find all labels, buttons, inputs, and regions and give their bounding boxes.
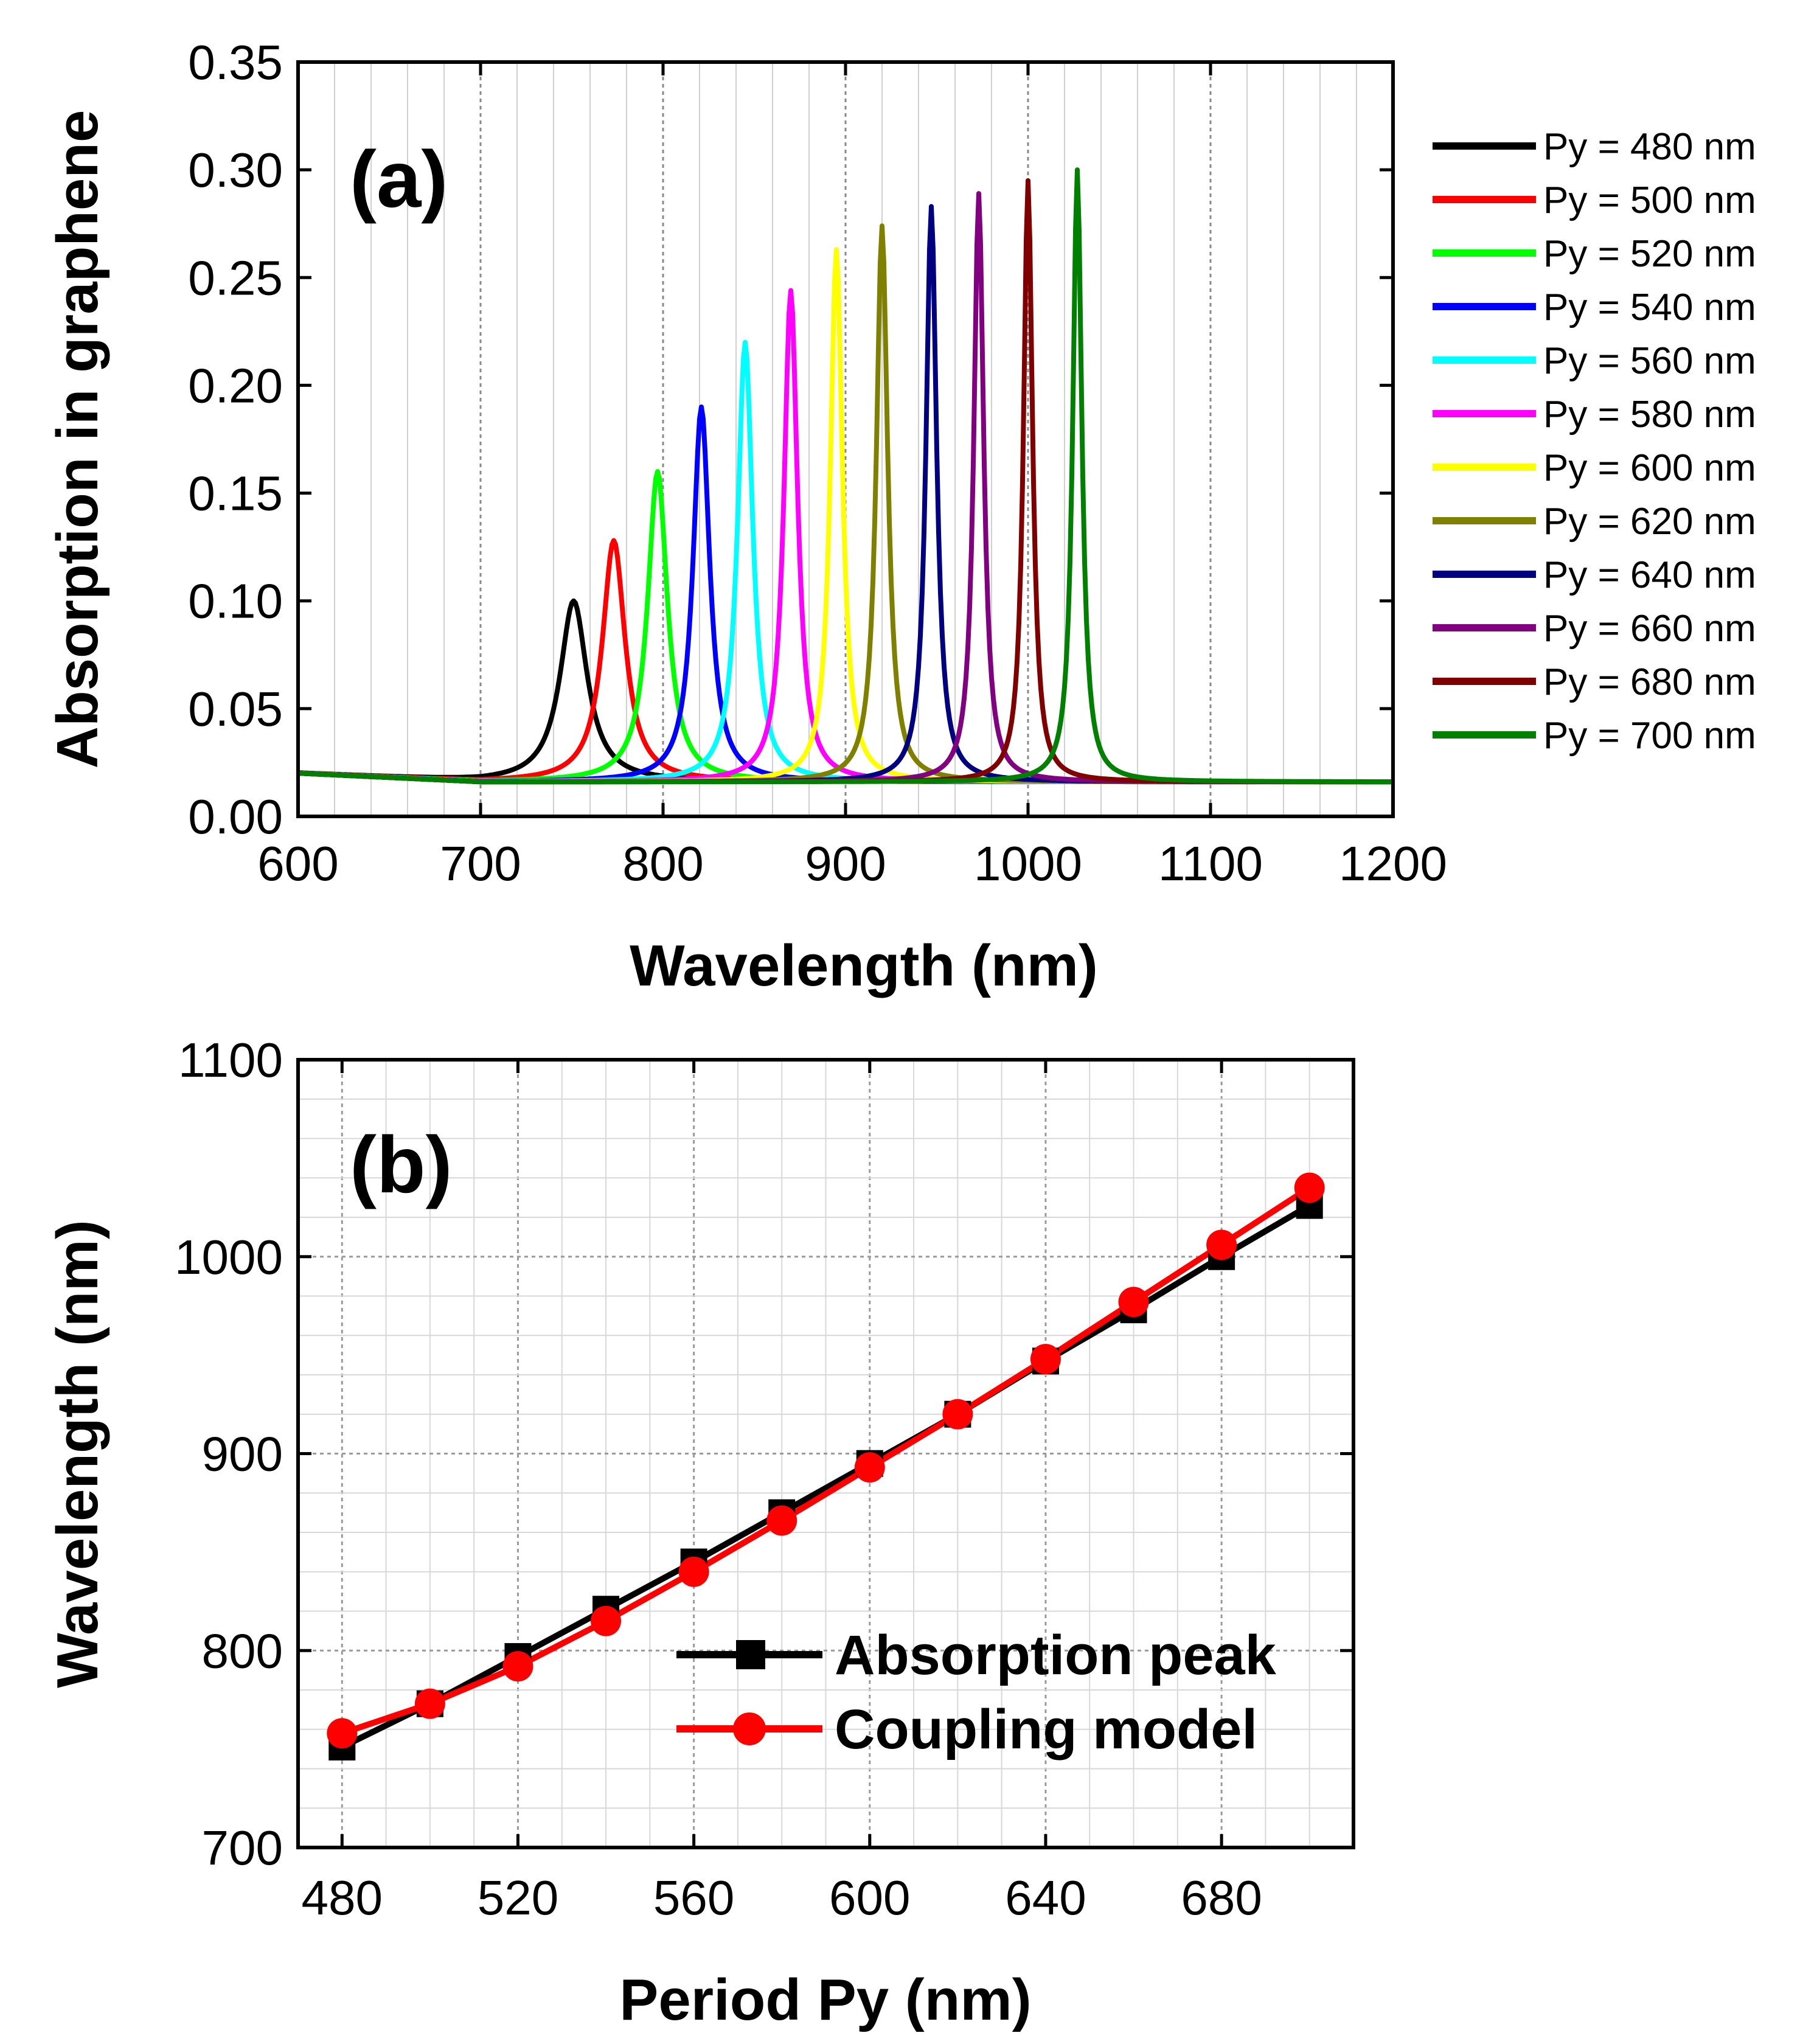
- panel-a-series-lines: [297, 167, 1394, 785]
- panel-a-x-axis-label: Wavelength (nm): [630, 933, 1098, 998]
- panel-b-legend: Absorption peak Coupling model: [676, 1624, 1277, 1761]
- panel-a-legend-label: Py = 620 nm: [1543, 501, 1756, 543]
- panel-b-point-circle: [678, 1556, 709, 1587]
- panel-b-x-tick-label: 520: [478, 1871, 558, 1925]
- panel-b-y-axis-label: Wavelength (nm): [45, 1220, 110, 1688]
- panel-a-legend-label: Py = 500 nm: [1543, 179, 1756, 221]
- panel-b-series-line-2: [341, 1185, 1312, 1736]
- panel-b-y-tick-label: 700: [202, 1821, 283, 1875]
- panel-b-legend-marker-circle: [733, 1712, 766, 1745]
- panel-a-y-tick-label: 0.00: [188, 790, 283, 844]
- panel-b-legend-marker-square: [736, 1640, 765, 1669]
- panel-a-y-tick-label: 0.05: [188, 682, 283, 736]
- panel-a: 600 700 800 900 1000 1100 1200 0.00 0.05 0.10 0.15…: [45, 35, 1756, 998]
- panel-b-point-circle: [414, 1688, 445, 1719]
- panel-a-x-tick-label: 1200: [1339, 836, 1447, 891]
- panel-b-legend-label: Absorption peak: [835, 1624, 1277, 1686]
- panel-a-x-tick-label: 700: [440, 836, 521, 891]
- panel-a-ticks: 600 700 800 900 1000 1100 1200 0.00 0.05 0.10 0.15…: [188, 35, 1447, 891]
- panel-b-y-tick-label: 900: [202, 1427, 283, 1481]
- panel-a-legend-label: Py = 680 nm: [1543, 661, 1756, 703]
- panel-a-legend: Py = 480 nm Py = 500 nm Py = 520 nm Py = 54…: [1433, 126, 1756, 757]
- panel-b-x-tick-label: 640: [1005, 1871, 1086, 1925]
- panel-b-point-circle: [854, 1452, 885, 1483]
- panel-b-x-tick-label: 600: [829, 1871, 910, 1925]
- panel-b-legend-label: Coupling model: [835, 1698, 1257, 1761]
- panel-b-point-circle: [942, 1399, 973, 1430]
- panel-a-y-tick-label: 0.30: [188, 143, 283, 197]
- panel-b-point-circle: [1030, 1344, 1061, 1375]
- panel-a-y-tick-label: 0.35: [188, 35, 283, 89]
- panel-b-point-circle: [591, 1605, 622, 1636]
- panel-a-x-tick-label: 1000: [974, 836, 1082, 891]
- panel-b-point-circle: [1206, 1229, 1237, 1260]
- panel-a-legend-label: Py = 700 nm: [1543, 715, 1756, 757]
- panel-a-grid: [334, 62, 1357, 816]
- panel-a-x-tick-label: 1100: [1158, 836, 1263, 891]
- panel-a-legend-label: Py = 600 nm: [1543, 447, 1756, 489]
- panel-a-legend-label: Py = 540 nm: [1543, 287, 1756, 328]
- panel-b-y-tick-label: 1000: [175, 1230, 283, 1284]
- panel-a-x-tick-label: 800: [622, 836, 703, 891]
- panel-b-label: (b): [350, 1120, 453, 1209]
- panel-b-x-tick-label: 480: [302, 1871, 383, 1925]
- panel-b-point-circle: [1294, 1172, 1325, 1203]
- panel-b-x-axis-label: Period Py (nm): [619, 1967, 1031, 2032]
- panel-b-ticks: 480 520 560 600 640 680 700 800 900 1000 1100: [175, 1033, 1353, 1925]
- panel-a-legend-label: Py = 560 nm: [1543, 340, 1756, 382]
- panel-b-x-tick-label: 560: [653, 1871, 734, 1925]
- panel-a-y-axis-label: Absorption in graphene: [45, 110, 110, 769]
- panel-a-series-line-12: [297, 167, 1394, 785]
- panel-b-point-circle: [327, 1718, 358, 1749]
- panel-b-point-circle: [1118, 1287, 1149, 1318]
- panel-a-y-tick-label: 0.15: [188, 467, 283, 521]
- panel-a-x-tick-label: 900: [805, 836, 886, 891]
- panel-b-point-circle: [766, 1505, 797, 1536]
- panel-a-legend-label: Py = 520 nm: [1543, 233, 1756, 275]
- panel-a-label: (a): [350, 134, 448, 224]
- panel-b-y-tick-label: 1100: [178, 1033, 283, 1087]
- panel-a-legend-label: Py = 580 nm: [1543, 394, 1756, 436]
- panel-a-legend-label: Py = 480 nm: [1543, 126, 1756, 168]
- panel-a-y-tick-label: 0.10: [188, 574, 283, 628]
- panel-b-x-tick-label: 680: [1181, 1871, 1262, 1925]
- panel-a-legend-label: Py = 660 nm: [1543, 608, 1756, 650]
- panel-a-x-tick-label: 600: [257, 836, 338, 891]
- panel-b-point-circle: [502, 1651, 533, 1682]
- panel-a-legend-label: Py = 640 nm: [1543, 554, 1756, 596]
- panel-a-y-tick-label: 0.20: [188, 358, 283, 412]
- panel-a-y-tick-label: 0.25: [188, 251, 283, 305]
- panel-b-y-tick-label: 800: [202, 1624, 283, 1678]
- panel-b-series: [327, 1172, 1325, 1761]
